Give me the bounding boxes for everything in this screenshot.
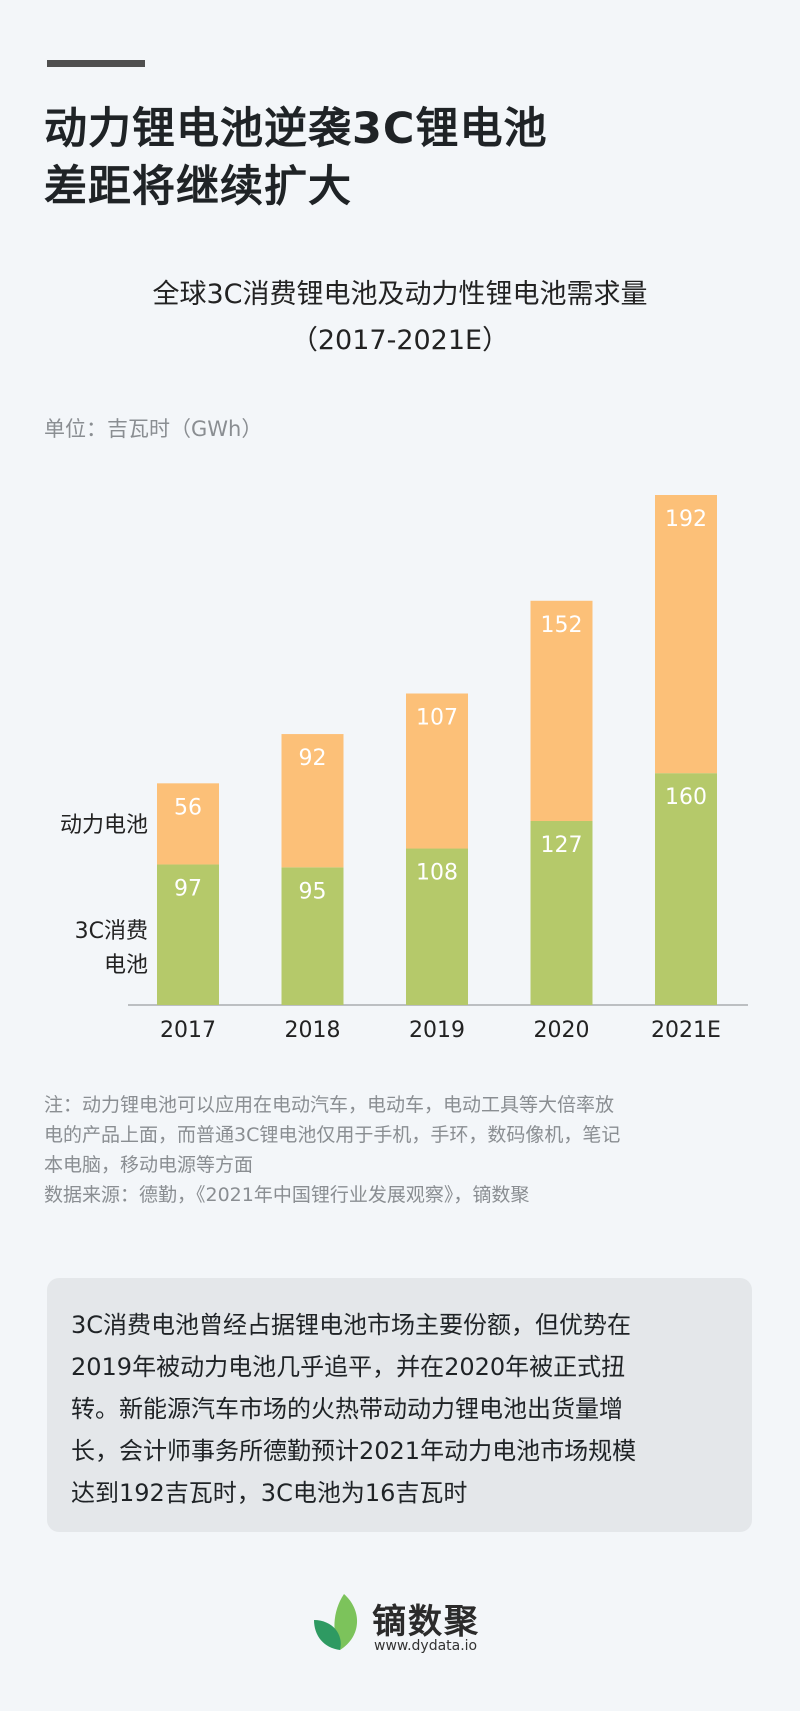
bar-power-2018 [281,734,344,868]
data-label-power-2020: 152 [541,613,583,638]
stacked-bar-chart: 97 56 2017 95 92 2018 108 107 2019 127 152 2020 160 1… [60,495,748,1043]
page-title: 动力锂电池逆袭3C锂电池 差距将继续扩大 [44,100,547,216]
bar-3c-2021E [655,773,717,1005]
bar-3c-2018 [281,867,344,1005]
bar-3c-2017 [157,864,219,1005]
leaf-logo-icon [314,1594,358,1650]
data-label-power-2017: 56 [174,795,202,820]
note-line-1: 注：动力锂电池可以应用在电动汽车，电动车，电动工具等大倍率放 [44,1094,615,1116]
summary-line-1: 3C消费电池曾经占据锂电池市场主要份额，但优势在 [71,1311,632,1339]
bar-power-2021E [655,495,717,774]
brand-url: www.dydata.io [374,1638,478,1654]
bar-power-2020 [530,600,593,821]
bar-power-2019 [406,693,468,849]
summary-line-3: 转。新能源汽车市场的火热带动动力锂电池出货量增 [71,1395,623,1423]
chart-title-line-1: 全球3C消费锂电池及动力性锂电池需求量 [152,279,648,310]
summary-line-2: 2019年被动力电池几乎追平，并在2020年被正式扭 [71,1353,626,1381]
data-label-power-2019: 107 [416,705,458,730]
data-label-power-2021E: 192 [665,507,707,532]
data-label-3c-2018: 95 [299,879,327,904]
notes: 注：动力锂电池可以应用在电动汽车，电动车，电动工具等大倍率放 电的产品上面，而普… [44,1090,764,1210]
x-tick-label-2019: 2019 [409,1018,465,1043]
x-tick-label-2017: 2017 [160,1018,216,1043]
series-label-3c-line-2: 电池 [104,953,148,978]
data-label-power-2018: 92 [299,746,327,771]
summary-line-5: 达到192吉瓦时，3C电池为16吉瓦时 [71,1479,468,1507]
data-label-3c-2020: 127 [541,833,583,858]
unit-label: 单位：吉瓦时（GWh） [44,417,263,441]
data-label-3c-2021E: 160 [665,785,707,810]
note-line-3: 本电脑，移动电源等方面 [44,1154,254,1176]
data-label-3c-2017: 97 [174,876,202,901]
note-line-2: 电的产品上面，而普通3C锂电池仅用于手机，手环，数码像机，笔记 [44,1124,621,1146]
summary-line-4: 长，会计师事务所德勤预计2021年动力电池市场规模 [71,1437,637,1465]
x-tick-label-2018: 2018 [285,1018,341,1043]
series-label-power: 动力电池 [60,813,148,838]
data-source: 数据来源：德勤，《2021年中国锂行业发展观察》，镝数聚 [44,1184,530,1206]
x-tick-label-2021E: 2021E [651,1018,721,1043]
chart-title-line-2: （2017-2021E） [290,325,510,356]
page-title-line-1: 动力锂电池逆袭3C锂电池 [44,104,548,154]
data-label-3c-2019: 108 [416,861,458,886]
x-tick-label-2020: 2020 [534,1018,590,1043]
bar-power-2017 [157,783,219,865]
summary-box: 3C消费电池曾经占据锂电池市场主要份额，但优势在 2019年被动力电池几乎追平，… [47,1278,752,1532]
brand-footer: 镝数聚 www.dydata.io [310,1590,510,1660]
bar-3c-2020 [530,820,593,1005]
page-title-line-2: 差距将继续扩大 [44,162,352,212]
title-accent-bar [47,60,145,67]
brand-name: 镝数聚 [372,1602,480,1642]
bar-3c-2019 [406,848,468,1005]
chart-title: 全球3C消费锂电池及动力性锂电池需求量 （2017-2021E） [0,272,800,364]
series-label-3c-line-1: 3C消费 [75,919,148,944]
